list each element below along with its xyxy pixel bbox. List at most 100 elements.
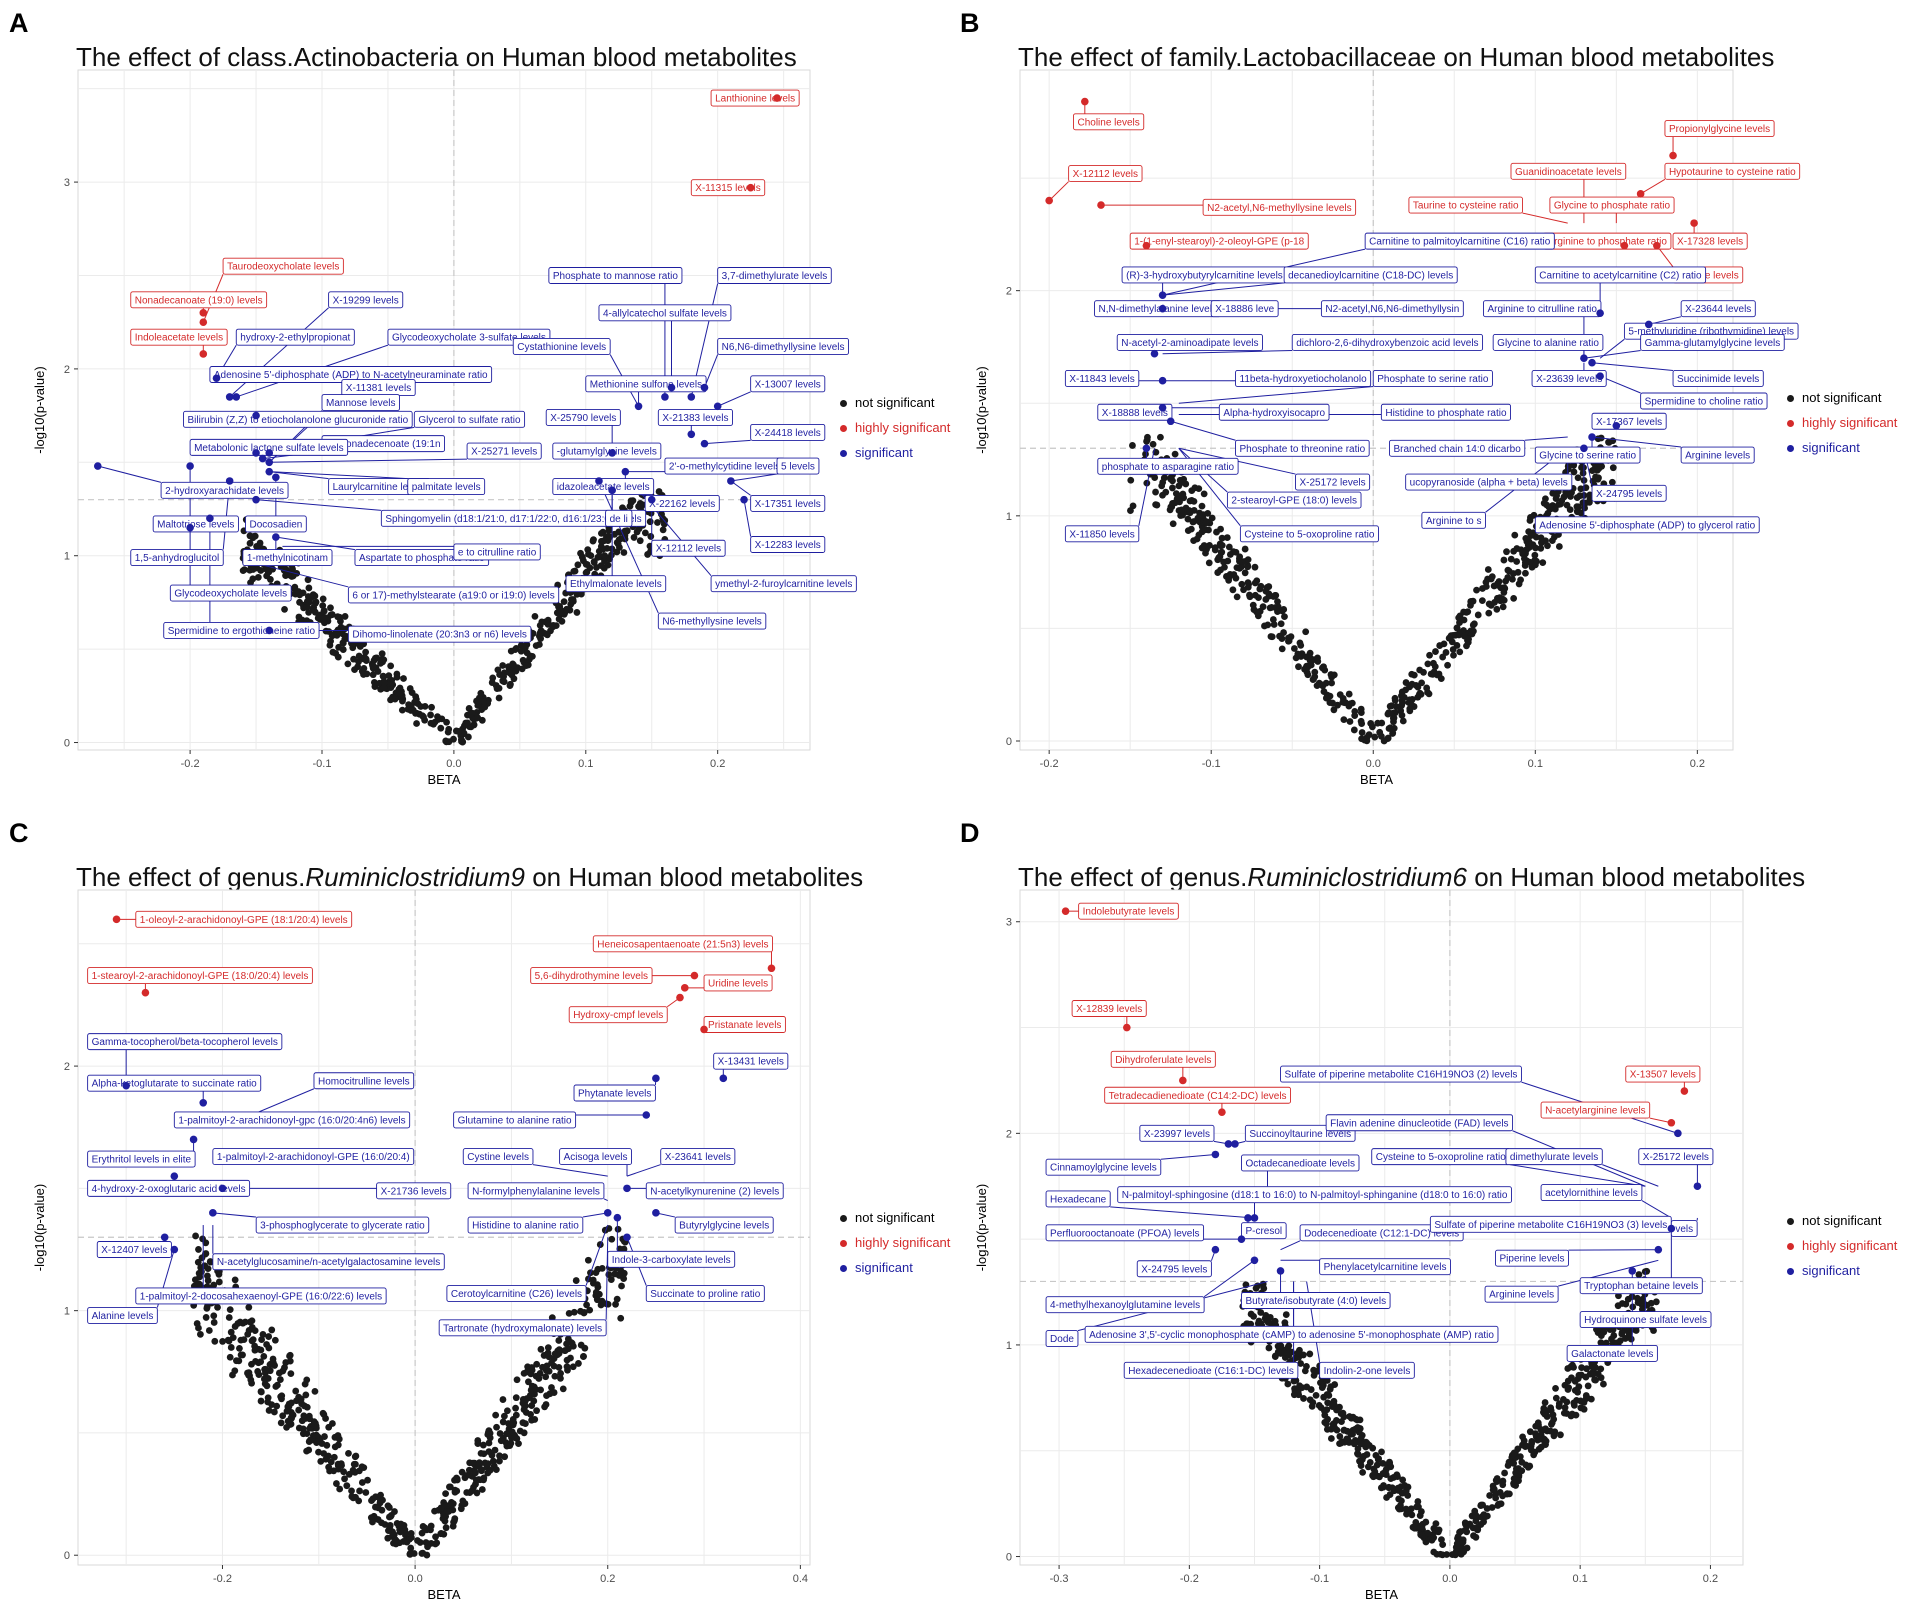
metabolite-label-text: Taurodeoxycholate levels	[227, 262, 339, 273]
non-significant-point	[1576, 492, 1584, 500]
metabolite-label: Acisoga levels	[559, 1148, 632, 1166]
non-significant-point	[295, 1406, 303, 1414]
non-significant-point	[1578, 1364, 1586, 1372]
metabolite-label-text: Propionylglycine levels	[1669, 124, 1770, 135]
metabolite-label: Hexadecane	[1045, 1190, 1111, 1208]
metabolite-label: Indoleacetate levels	[130, 328, 228, 346]
metabolite-label-box	[413, 410, 526, 428]
non-significant-point	[1332, 1417, 1340, 1424]
non-significant-point	[1196, 509, 1203, 517]
non-significant-point	[1450, 651, 1457, 659]
legend-c: not significant highly significant signi…	[840, 1205, 950, 1280]
non-significant-point	[194, 1258, 202, 1266]
non-significant-point	[1472, 1511, 1480, 1519]
significant-point	[265, 626, 274, 635]
significant-point	[232, 393, 241, 401]
metabolite-label: Tryptophan betaine levels	[1579, 1277, 1703, 1295]
non-significant-point	[1336, 691, 1344, 699]
metabolite-label-text: Tetradecadienedioate (C14:2-DC) levels	[1109, 1091, 1287, 1102]
non-significant-point	[521, 643, 529, 651]
significant-point	[1667, 1224, 1676, 1233]
x-tick-label: -0.2	[213, 1573, 232, 1585]
metabolite-label-text: Succinimide levels	[1677, 374, 1759, 385]
panel-title-a-prefix: The effect of class.	[76, 42, 294, 72]
non-significant-point	[1218, 534, 1226, 542]
metabolite-label-box	[565, 575, 667, 593]
non-significant-point	[277, 1419, 285, 1427]
label-connector	[1599, 338, 1625, 359]
highly-significant-point	[199, 318, 208, 326]
metabolite-label: 4-hydroxy-2-oxoglutaric acid levels	[87, 1179, 251, 1197]
non-significant-point	[1452, 631, 1459, 639]
non-significant-point	[1229, 586, 1237, 594]
x-tick-label: 0.2	[600, 1573, 615, 1585]
metabolite-label-text: Cinnamoylglycine levels	[1050, 1163, 1157, 1174]
non-significant-point	[1625, 1332, 1633, 1340]
non-significant-point	[287, 1414, 295, 1422]
non-significant-point	[424, 1540, 432, 1548]
non-significant-point	[1408, 1511, 1416, 1519]
non-significant-point	[561, 1347, 569, 1354]
non-significant-point	[1469, 627, 1477, 635]
metabolite-label-box	[87, 1033, 283, 1051]
non-significant-point	[1432, 648, 1439, 655]
legend-d: not significant highly significant signi…	[1787, 1208, 1897, 1283]
non-significant-point	[205, 1327, 213, 1334]
metabolite-label: X-11381 levels	[341, 379, 416, 397]
metabolite-label-box	[169, 584, 292, 602]
highly-significant-point	[767, 964, 776, 973]
non-significant-point	[246, 539, 254, 547]
metabolite-label: Pristanate levels	[703, 1016, 786, 1033]
metabolite-label-text: Gamma-glutamylglycine levels	[1645, 338, 1781, 349]
non-significant-point	[1244, 556, 1252, 564]
non-significant-point	[1652, 1298, 1660, 1306]
non-significant-point	[334, 1432, 342, 1439]
non-significant-point	[1584, 1382, 1592, 1390]
metabolite-label: Phosphate to mannose ratio	[548, 267, 683, 284]
metabolite-label-text: 1-oleoyl-2-arachidonoyl-GPE (18:1/20:4) …	[140, 915, 348, 926]
metabolite-label: X-23997 levels	[1139, 1124, 1215, 1142]
non-significant-point	[644, 551, 651, 558]
non-significant-point	[1528, 1437, 1536, 1445]
y-axis-title-b: -log10(p-value)	[974, 366, 989, 453]
metabolite-label: 1-palmitoyl-2-arachidonoyl-gpc (16:0/20:…	[173, 1111, 411, 1129]
metabolite-label-box	[1064, 370, 1140, 387]
non-significant-point	[281, 605, 288, 613]
non-significant-point	[412, 698, 420, 705]
non-significant-point	[611, 1270, 619, 1278]
metabolite-label-box	[130, 549, 224, 567]
non-significant-point	[1557, 1431, 1564, 1439]
legend-dot-significant-icon	[1787, 1268, 1794, 1276]
metabolite-label-box	[598, 304, 732, 322]
label-connector	[1602, 1164, 1659, 1187]
metabolite-label: Dode	[1045, 1330, 1079, 1348]
metabolite-label-text: Sphingomyelin (d18:1/21:0, d17:1/22:0, d…	[385, 514, 641, 525]
metabolite-label-text: Dode	[1050, 1334, 1074, 1345]
volcano-plot-a: -0.2 -0.1 0.0 0.1 0.20123BETA-log10(p-value)…	[32, 69, 857, 787]
non-significant-point	[579, 553, 586, 561]
non-significant-point	[257, 1388, 265, 1395]
non-significant-point	[544, 1349, 552, 1357]
non-significant-point	[349, 1466, 357, 1474]
non-significant-point	[1357, 1462, 1365, 1469]
metabolite-label-text: Guanidinoacetate levels	[1515, 167, 1622, 178]
panel-title-b-prefix: The effect of family.	[1018, 42, 1243, 72]
non-significant-point	[1577, 509, 1585, 517]
metabolite-label: 1-(1-enyl-stearoyl)-2-oleoyl-GPE (p-18	[1129, 232, 1309, 250]
non-significant-point	[1363, 737, 1371, 745]
non-significant-point	[1467, 598, 1475, 605]
non-significant-point	[193, 1320, 201, 1327]
metabolite-label-text: X-12407 levels	[101, 1245, 167, 1256]
non-significant-point	[495, 684, 503, 692]
highly-significant-point	[676, 993, 684, 1002]
metabolite-label: 2-hydroxyarachidate levels	[160, 481, 289, 499]
significant-point	[252, 495, 260, 504]
non-significant-point	[1223, 534, 1231, 541]
non-significant-point	[240, 1336, 248, 1344]
metabolite-label: Homocitrulline levels	[313, 1072, 415, 1090]
significant-point	[613, 1213, 622, 1222]
non-significant-point	[335, 643, 343, 651]
metabolite-label-text: X-25271 levels	[471, 447, 537, 458]
non-significant-point	[1520, 1437, 1528, 1445]
non-significant-point	[1494, 1502, 1502, 1509]
